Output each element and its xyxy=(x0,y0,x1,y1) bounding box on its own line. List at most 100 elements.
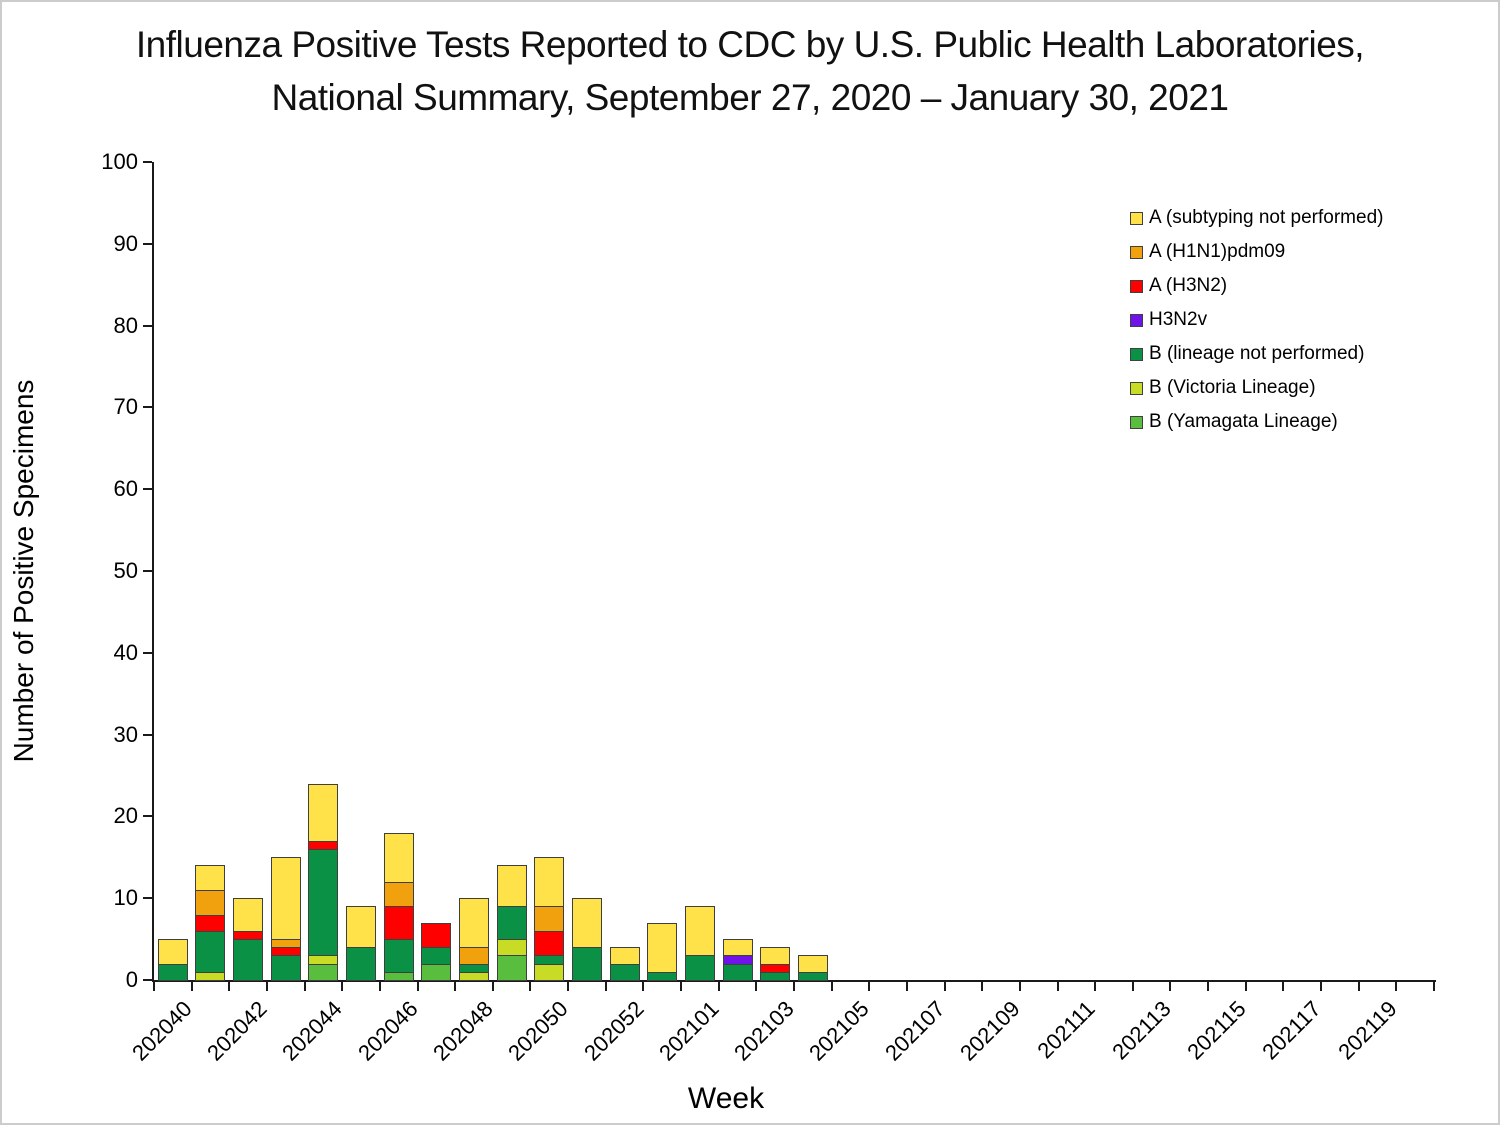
x-axis-tick xyxy=(755,982,758,991)
x-axis-tick-label: 202109 xyxy=(955,996,1025,1066)
y-axis-tick xyxy=(143,242,152,245)
bar-segment xyxy=(383,906,414,941)
legend-swatch-icon xyxy=(1130,279,1143,293)
chart-title: Influenza Positive Tests Reported to CDC… xyxy=(2,18,1498,124)
y-axis-tick xyxy=(143,570,152,572)
x-axis-tick xyxy=(1320,982,1323,991)
legend-item: H3N2v xyxy=(1130,310,1383,330)
x-axis-tick-label: 202103 xyxy=(729,996,799,1066)
x-axis-tick-label: 202117 xyxy=(1257,996,1326,1065)
x-axis-tick xyxy=(491,982,494,991)
bar-segment xyxy=(534,963,565,981)
bar-segment xyxy=(383,881,414,908)
y-axis-line xyxy=(152,162,154,982)
legend-item: A (H1N1)pdm09 xyxy=(1130,242,1383,262)
y-axis-tick-label: 10 xyxy=(113,885,138,911)
legend-label: B (lineage not performed) xyxy=(1149,343,1365,364)
bar-segment xyxy=(383,832,414,883)
bar-segment xyxy=(534,906,565,932)
bar-segment xyxy=(421,947,452,965)
legend-label: B (Victoria Lineage) xyxy=(1149,377,1316,398)
legend-label: H3N2v xyxy=(1149,309,1208,330)
x-axis-tick xyxy=(1018,982,1021,991)
x-axis-tick-label: 202119 xyxy=(1332,996,1402,1065)
y-axis-tick xyxy=(143,979,152,981)
chart-title-line1: Influenza Positive Tests Reported to CDC… xyxy=(135,24,1365,65)
x-axis-tick-label: 202105 xyxy=(804,996,875,1066)
x-axis-tick xyxy=(1207,982,1210,991)
bar-segment xyxy=(459,963,489,973)
bar-segment xyxy=(684,955,715,981)
y-axis-tick xyxy=(143,488,152,491)
x-axis-tick xyxy=(1395,982,1398,991)
y-axis-tick-label: 90 xyxy=(113,230,138,256)
legend-item: B (Yamagata Lineage) xyxy=(1130,412,1383,432)
bar-segment xyxy=(760,947,791,965)
y-axis-tick-label: 60 xyxy=(113,476,138,502)
x-axis-tick xyxy=(943,982,946,991)
x-axis-tick-label: 202050 xyxy=(503,996,573,1066)
y-axis-tick-label: 50 xyxy=(113,558,138,583)
x-axis-tick xyxy=(604,982,607,991)
x-axis-tick-label: 202046 xyxy=(352,996,423,1066)
bar-segment xyxy=(270,939,301,949)
bar-segment xyxy=(233,939,264,981)
x-axis-tick xyxy=(981,982,984,991)
bar-segment xyxy=(797,971,828,981)
bar-segment xyxy=(722,939,753,957)
x-axis-tick xyxy=(454,982,457,991)
chart-title-line2: National Summary, September 27, 2020 – J… xyxy=(271,77,1229,118)
y-axis-tick-label: 40 xyxy=(113,639,138,665)
x-axis-line xyxy=(152,980,1436,982)
y-axis-title: Number of Positive Specimens xyxy=(8,379,39,763)
bar-segment xyxy=(722,955,753,965)
x-axis-tick xyxy=(265,982,268,991)
x-axis-tick-label: 202042 xyxy=(202,996,272,1066)
x-axis-tick xyxy=(642,982,645,991)
bar-segment xyxy=(195,890,226,916)
bar-segment xyxy=(459,898,489,949)
x-axis-tick xyxy=(153,982,155,991)
x-axis-tick-label: 202044 xyxy=(277,996,348,1066)
y-axis-tick-label: 100 xyxy=(101,149,138,174)
bar-segment xyxy=(459,947,489,965)
bar-segment xyxy=(346,906,377,949)
y-axis-tick-label: 0 xyxy=(125,967,138,992)
legend-swatch-icon xyxy=(1130,381,1143,395)
legend-swatch-icon xyxy=(1130,415,1143,429)
bar-segment xyxy=(346,947,377,981)
bar-segment xyxy=(233,898,264,932)
legend-item: A (subtyping not performed) xyxy=(1130,208,1383,228)
legend-label: B (Yamagata Lineage) xyxy=(1149,411,1338,432)
bar-segment xyxy=(571,898,602,949)
x-axis-tick xyxy=(529,982,532,991)
bar-segment xyxy=(684,906,715,957)
bar-segment xyxy=(647,971,678,981)
bar-segment xyxy=(195,971,226,981)
x-axis-tick-label: 202048 xyxy=(428,996,498,1066)
legend-label: A (H3N2) xyxy=(1149,275,1228,296)
bar-segment xyxy=(270,955,301,981)
bar-segment xyxy=(308,849,339,957)
x-axis-tick xyxy=(905,982,908,991)
legend-label: A (H1N1)pdm09 xyxy=(1149,241,1286,262)
bar-segment xyxy=(195,914,226,932)
bar-segment xyxy=(647,922,678,973)
bar-segment xyxy=(308,955,339,965)
legend-item: B (lineage not performed) xyxy=(1130,344,1383,364)
bar-segment xyxy=(308,840,339,851)
x-axis-tick xyxy=(1169,982,1172,991)
x-axis-tick xyxy=(567,982,570,991)
x-axis-tick xyxy=(416,982,419,991)
bar-segment xyxy=(609,947,640,965)
bar-segment xyxy=(459,971,489,981)
x-axis-tick xyxy=(341,982,344,991)
bar-segment xyxy=(157,939,188,965)
legend-swatch-icon xyxy=(1130,313,1143,327)
x-axis-tick xyxy=(793,982,795,991)
bar-segment xyxy=(722,963,753,981)
bar-segment xyxy=(383,939,414,973)
bar-segment xyxy=(308,783,339,842)
bar-segment xyxy=(308,963,339,981)
x-axis-tick xyxy=(1131,982,1134,991)
